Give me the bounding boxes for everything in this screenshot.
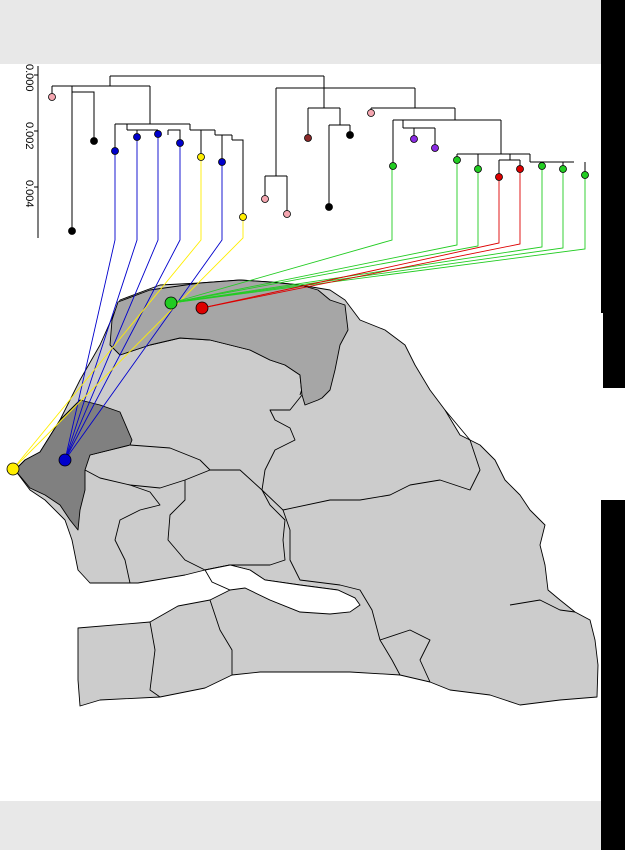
bottom-margin-band bbox=[0, 801, 601, 850]
tip-green-3[interactable] bbox=[474, 165, 482, 173]
tip-pink-3[interactable] bbox=[283, 210, 291, 218]
tip-black-2[interactable] bbox=[90, 137, 98, 145]
scale-tick-0: 0.000 bbox=[23, 64, 35, 92]
tree-root-right bbox=[110, 75, 416, 108]
tip-pink-2[interactable] bbox=[261, 195, 269, 203]
connector-yellow-1 bbox=[12, 157, 202, 470]
tip-green-1[interactable] bbox=[389, 162, 397, 170]
tip-yellow-1[interactable] bbox=[197, 153, 205, 161]
map-boundary-8 bbox=[149, 621, 161, 698]
tip-to-site-lines bbox=[12, 134, 586, 470]
connector-blue-2 bbox=[64, 137, 138, 461]
map-boundary-5 bbox=[114, 484, 161, 584]
senegal-map bbox=[14, 279, 599, 707]
connector-blue-5 bbox=[64, 162, 223, 461]
connector-red-2 bbox=[201, 169, 521, 309]
map-region-north bbox=[14, 279, 599, 707]
tip-yellow-2[interactable] bbox=[239, 213, 247, 221]
tip-green-6[interactable] bbox=[581, 171, 589, 179]
connector-green-1 bbox=[170, 166, 393, 304]
tip-green-2[interactable] bbox=[453, 156, 461, 164]
map-region-west-highlight bbox=[14, 399, 133, 531]
tip-blue-1[interactable] bbox=[111, 147, 119, 155]
map-boundary-3 bbox=[84, 444, 211, 489]
right-edge-bar-middle bbox=[603, 313, 625, 388]
connector-blue-4 bbox=[64, 143, 181, 461]
tip-red-1[interactable] bbox=[495, 173, 503, 181]
tip-green-4[interactable] bbox=[538, 162, 546, 170]
tip-blue-5[interactable] bbox=[218, 158, 226, 166]
tip-pink-1[interactable] bbox=[48, 93, 56, 101]
connector-yellow-2 bbox=[12, 217, 244, 470]
tip-blue-2[interactable] bbox=[133, 133, 141, 141]
tip-blue-4[interactable] bbox=[176, 139, 184, 147]
tip-green-5[interactable] bbox=[559, 165, 567, 173]
site-marker-cape[interactable] bbox=[6, 462, 20, 476]
tip-purple-2[interactable] bbox=[431, 144, 439, 152]
tree-left-inner bbox=[72, 91, 95, 141]
right-edge-bar-lower bbox=[601, 500, 625, 850]
tree-root-left bbox=[51, 76, 150, 231]
connector-blue-3 bbox=[64, 134, 159, 461]
scale-axis: 0.000 0.002 0.004 bbox=[23, 64, 39, 238]
phylogeography-figure: 0.000 0.002 0.004 bbox=[6, 64, 599, 707]
tip-purple-1[interactable] bbox=[410, 135, 418, 143]
connector-red-1 bbox=[201, 177, 500, 309]
connector-green-4 bbox=[170, 166, 543, 304]
site-marker-podor[interactable] bbox=[195, 301, 209, 315]
top-margin-band bbox=[0, 0, 601, 64]
sampling-sites bbox=[6, 296, 209, 476]
scale-axis-line bbox=[34, 66, 39, 238]
tip-brown-1[interactable] bbox=[304, 134, 312, 142]
connector-blue-1 bbox=[64, 151, 116, 461]
site-marker-saint-louis[interactable] bbox=[164, 296, 178, 310]
tip-black-3[interactable] bbox=[325, 203, 333, 211]
tip-pink-4[interactable] bbox=[367, 109, 375, 117]
connector-green-5 bbox=[170, 169, 564, 304]
tree-brown-clade bbox=[307, 88, 351, 207]
scale-tick-2: 0.004 bbox=[23, 180, 35, 208]
map-boundary-6 bbox=[282, 509, 401, 676]
tree-pink-clade bbox=[264, 88, 288, 214]
tip-red-2[interactable] bbox=[516, 165, 524, 173]
tip-blue-3[interactable] bbox=[154, 130, 162, 138]
map-river-gap bbox=[204, 564, 361, 615]
map-boundary-7 bbox=[379, 629, 431, 683]
map-boundary-9 bbox=[209, 599, 233, 675]
tree-tips bbox=[48, 93, 589, 235]
connector-green-3 bbox=[170, 169, 479, 304]
tip-black-1[interactable] bbox=[68, 227, 76, 235]
map-boundary-4 bbox=[167, 469, 286, 571]
phylogenetic-tree bbox=[51, 75, 586, 231]
map-boundary-10 bbox=[509, 599, 576, 613]
scale-tick-1: 0.002 bbox=[23, 122, 35, 150]
tree-blue-clade bbox=[114, 86, 244, 217]
connector-green-2 bbox=[170, 160, 458, 304]
tip-black-4[interactable] bbox=[346, 131, 354, 139]
right-edge-bar-upper bbox=[601, 0, 625, 313]
site-marker-dakar[interactable] bbox=[58, 453, 72, 467]
